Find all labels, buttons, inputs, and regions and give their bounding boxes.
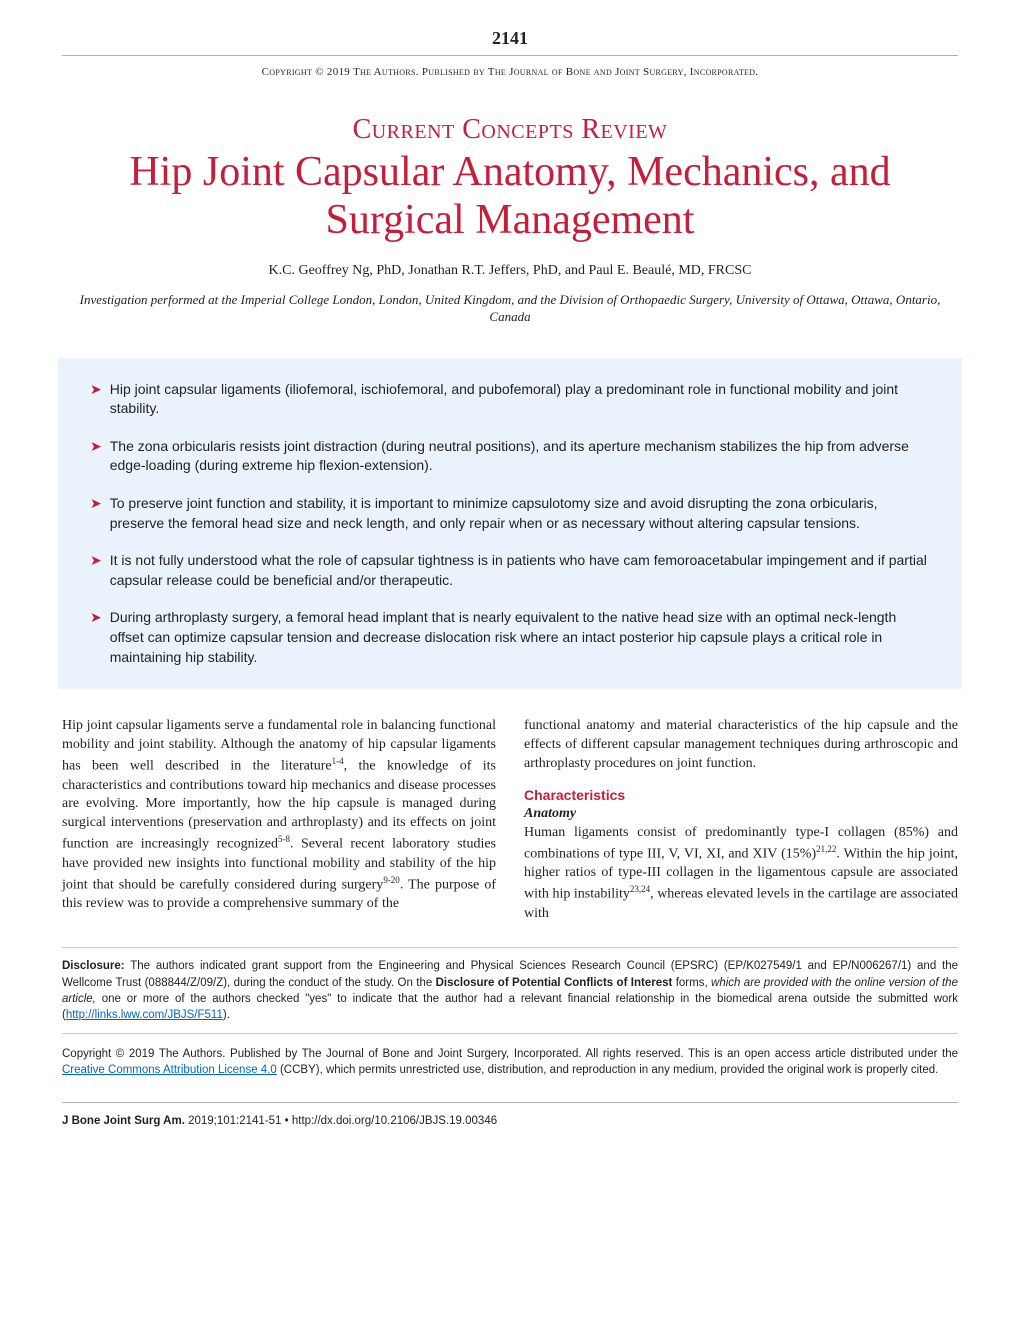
journal-name: J Bone Joint Surg Am. — [62, 1115, 185, 1127]
citation-sup: 5-8 — [278, 834, 290, 844]
key-point: ➤ Hip joint capsular ligaments (iliofemo… — [90, 380, 930, 419]
bottom-rule — [62, 1102, 958, 1103]
disclosure-link[interactable]: http://links.lww.com/JBJS/F511 — [66, 1009, 223, 1021]
body-paragraph: Hip joint capsular ligaments serve a fun… — [62, 717, 496, 914]
license-link[interactable]: Creative Commons Attribution License 4.0 — [62, 1064, 277, 1076]
author-list: K.C. Geoffrey Ng, PhD, Jonathan R.T. Jef… — [62, 263, 958, 279]
citation-text: 2019;101:2141-51 — [185, 1115, 285, 1127]
citation-sup: 23,24 — [630, 884, 650, 894]
arrow-icon: ➤ — [90, 608, 102, 628]
key-point-text: Hip joint capsular ligaments (iliofemora… — [110, 380, 930, 419]
copyright-text: (CCBY), which permits unrestricted use, … — [277, 1064, 939, 1076]
arrow-icon: ➤ — [90, 380, 102, 400]
column-left: Hip joint capsular ligaments serve a fun… — [62, 717, 496, 923]
key-point: ➤ To preserve joint function and stabili… — [90, 494, 930, 533]
copyright-header: Copyright © 2019 The Authors. Published … — [62, 66, 958, 78]
citation-sup: 21,22 — [816, 844, 836, 854]
key-point-text: During arthroplasty surgery, a femoral h… — [110, 608, 930, 667]
footer-citation: J Bone Joint Surg Am. 2019;101:2141-51 •… — [62, 1115, 958, 1127]
section-heading: Characteristics — [524, 786, 958, 805]
copyright-block: Copyright © 2019 The Authors. Published … — [62, 1046, 958, 1078]
key-point-text: It is not fully understood what the role… — [110, 551, 930, 590]
column-right: functional anatomy and material characte… — [524, 717, 958, 923]
top-rule — [62, 55, 958, 56]
key-point-text: To preserve joint function and stability… — [110, 494, 930, 533]
review-type-label: Current Concepts Review — [62, 114, 958, 146]
arrow-icon: ➤ — [90, 551, 102, 571]
key-point: ➤ It is not fully understood what the ro… — [90, 551, 930, 590]
citation-sup: 9-20 — [383, 875, 400, 885]
citation-sup: 1-4 — [332, 756, 344, 766]
body-paragraph: functional anatomy and material characte… — [524, 717, 958, 774]
disclosure-text: ). — [223, 1009, 230, 1021]
key-points-box: ➤ Hip joint capsular ligaments (iliofemo… — [58, 358, 962, 690]
arrow-icon: ➤ — [90, 494, 102, 514]
disclosure-label: Disclosure: — [62, 960, 125, 972]
key-point: ➤ During arthroplasty surgery, a femoral… — [90, 608, 930, 667]
copyright-text: Copyright © 2019 The Authors. Published … — [62, 1048, 958, 1060]
affiliation: Investigation performed at the Imperial … — [62, 291, 958, 326]
disclosure-block: Disclosure: The authors indicated grant … — [62, 947, 958, 1033]
key-point: ➤ The zona orbicularis resists joint dis… — [90, 437, 930, 476]
article-title: Hip Joint Capsular Anatomy, Mechanics, a… — [62, 148, 958, 245]
subsection-heading: Anatomy — [524, 805, 958, 824]
disclosure-label-2: Disclosure of Potential Conflicts of Int… — [436, 977, 673, 989]
body-paragraph: Human ligaments consist of predominantly… — [524, 824, 958, 924]
page-number: 2141 — [62, 28, 958, 49]
key-point-text: The zona orbicularis resists joint distr… — [110, 437, 930, 476]
doi-text: http://dx.doi.org/10.2106/JBJS.19.00346 — [289, 1115, 497, 1127]
body-columns: Hip joint capsular ligaments serve a fun… — [62, 717, 958, 923]
arrow-icon: ➤ — [90, 437, 102, 457]
disclosure-text: forms, — [672, 977, 711, 989]
